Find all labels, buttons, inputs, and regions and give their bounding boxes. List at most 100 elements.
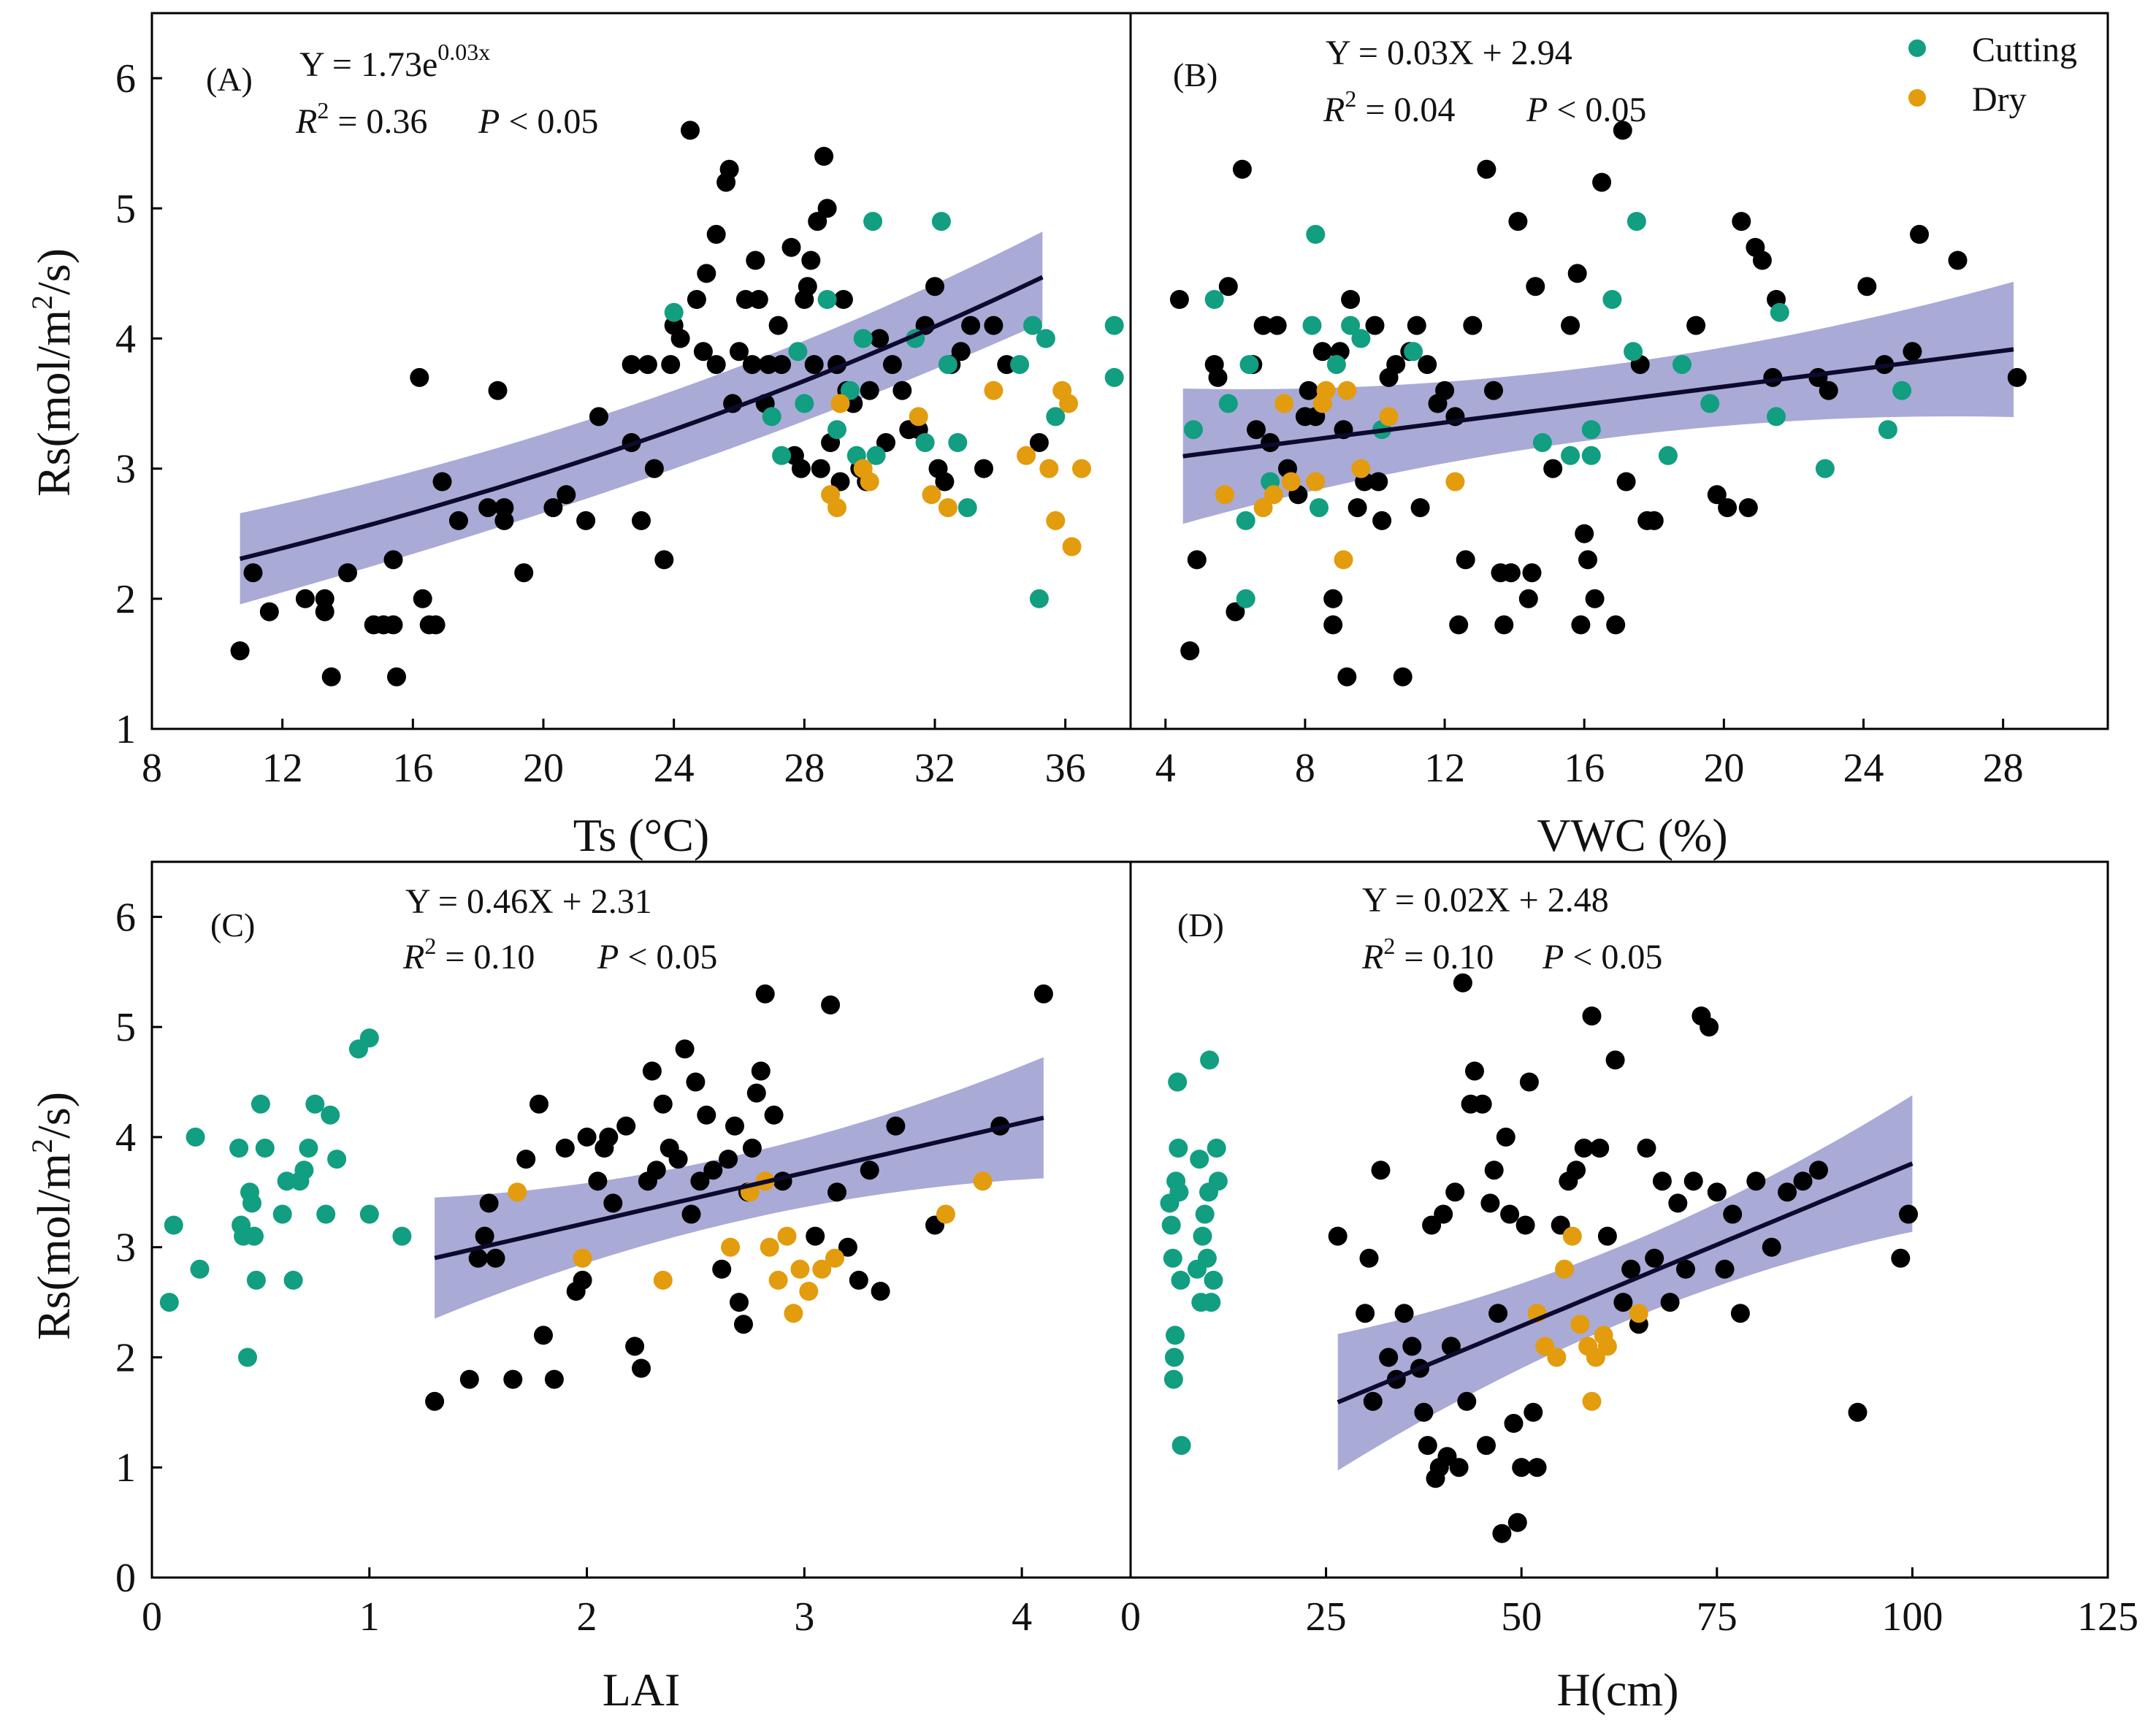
panel-c-point-black-43: [755, 984, 775, 1003]
panel-c-point-black-28: [675, 1039, 695, 1059]
panel-c-point-black-49: [838, 1237, 857, 1257]
panel-a-point-cutting-7: [840, 381, 860, 400]
panel-a-point-black-36: [670, 329, 690, 348]
panel-d-point-black-3: [1363, 1391, 1383, 1411]
panel-a-point-cutting-3: [788, 342, 808, 362]
panel-a-ytick-label-5: 6: [115, 56, 136, 102]
panel-c-equation: Y = 0.46X + 2.31: [405, 882, 652, 921]
panel-b-point-dry-10: [1351, 459, 1371, 478]
panel-a-point-black-52: [759, 355, 779, 375]
panel-d-marks: 0 25 50 75 100 125: [1120, 973, 2138, 1640]
panel-b-point-black-51: [1526, 277, 1545, 297]
panel-a-p: P < 0.05: [478, 102, 598, 141]
panel-a-point-cutting-13: [915, 433, 935, 452]
panel-a-point-black-18: [448, 511, 468, 530]
panel-a-xtick-label-0: 8: [142, 746, 162, 791]
panel-b-point-black-32: [1393, 667, 1413, 687]
panel-b-point-dry-1: [1253, 498, 1273, 518]
panel-a-point-dry-9: [1017, 446, 1036, 465]
panel-a-point-black-6: [315, 589, 335, 608]
panel-a-point-black-5: [321, 667, 341, 687]
panel-a-point-black-20: [488, 381, 508, 400]
panel-c-xtick-label-0: 0: [142, 1594, 162, 1640]
panel-a-point-black-30: [632, 511, 651, 530]
panel-c-ytick-label-0: 0: [115, 1556, 136, 1601]
panel-a-point-black-42: [706, 355, 726, 375]
panel-a-point-black-26: [576, 511, 596, 530]
panel-a-point-black-23: [514, 563, 534, 583]
panel-b-point-black-43: [1477, 159, 1496, 179]
panel-a-point-black-63: [811, 459, 830, 478]
panel-a-ytick-label-2: 3: [115, 447, 136, 492]
panel-c-point-black-52: [871, 1282, 890, 1301]
panel-a-point-black-87: [961, 316, 981, 335]
panel-c-point-black-27: [668, 1150, 688, 1169]
panel-c-ylabel: Rs(mol/m2/s): [26, 1092, 80, 1340]
panel-b-point-black-56: [1575, 524, 1594, 543]
panel-a-point-black-53: [768, 316, 788, 335]
panel-b-xtick-label-1: 8: [1295, 746, 1315, 791]
panel-c-point-black-37: [730, 1293, 749, 1312]
panel-a-point-black-47: [735, 290, 755, 309]
panel-a-point-black-7: [338, 563, 357, 583]
panel-d-point-black-42: [1574, 1139, 1594, 1158]
panel-d-point-black-1: [1356, 1304, 1375, 1323]
panel-a-point-cutting-23: [1104, 316, 1124, 335]
panel-d-point-black-32: [1504, 1413, 1524, 1433]
panel-b-point-black-67: [1707, 485, 1727, 505]
panel-b-point-black-57: [1578, 550, 1597, 570]
panel-a-point-black-0: [230, 641, 250, 661]
panel-a-point-dry-13: [1062, 537, 1082, 557]
panel-b-point-cutting-1: [1204, 290, 1224, 309]
panel-d-point-cutting-1: [1161, 1215, 1181, 1235]
panel-a-point-black-37: [681, 121, 700, 140]
panel-c-point-black-24: [646, 1161, 666, 1180]
panel-c-point-black-46: [806, 1226, 825, 1246]
panel-d-point-black-66: [1793, 1171, 1813, 1191]
panel-d-xtick-label-5: 125: [2077, 1594, 2138, 1640]
panel-d-point-black-31: [1500, 1204, 1520, 1224]
panel-a-point-dry-4: [860, 472, 879, 492]
panel-a-point-cutting-0: [664, 302, 684, 322]
panel-a-point-black-40: [697, 264, 716, 283]
panel-a-point-cutting-21: [1036, 329, 1055, 348]
panel-a-point-black-48: [742, 355, 762, 375]
panel-c-point-black-32: [697, 1105, 716, 1125]
panel-a-point-black-62: [808, 212, 827, 232]
panel-a-point-black-82: [925, 277, 944, 297]
panel-b-point-cutting-18: [1581, 420, 1601, 440]
panel-b-point-black-49: [1518, 589, 1538, 608]
panel-b-point-black-58: [1585, 589, 1605, 608]
panel-a-label: (A): [206, 61, 253, 98]
panel-c-point-cutting-12: [251, 1094, 270, 1114]
panel-d-point-black-28: [1488, 1304, 1508, 1323]
panel-d-point-black-50: [1637, 1139, 1656, 1158]
panel-a-confidence-band: [240, 232, 1043, 605]
panel-a-point-dry-8: [984, 381, 1004, 400]
panel-b-xtick-label-6: 28: [1983, 746, 2024, 791]
panel-b-point-black-60: [1606, 615, 1626, 635]
panel-c-point-black-44: [764, 1105, 784, 1125]
panel-b-point-black-18: [1312, 342, 1332, 362]
panel-a-point-cutting-14: [931, 212, 951, 232]
panel-d-point-black-61: [1723, 1204, 1743, 1224]
panel-b-point-cutting-12: [1351, 329, 1371, 348]
panel-a-point-black-84: [935, 472, 955, 492]
panel-a-point-black-16: [426, 615, 446, 635]
panel-b-point-cutting-17: [1581, 446, 1601, 465]
panel-d-point-black-24: [1472, 1094, 1492, 1114]
panel-b-point-black-19: [1323, 589, 1343, 608]
panel-c-point-black-42: [751, 1061, 771, 1081]
panel-c-point-black-18: [603, 1193, 623, 1213]
panel-b-point-cutting-4: [1236, 589, 1255, 608]
panel-b-point-cutting-15: [1532, 433, 1552, 452]
panel-a-point-black-21: [494, 511, 514, 530]
panel-b-point-black-46: [1494, 615, 1514, 635]
panel-b-label: (B): [1173, 56, 1217, 93]
panel-b-point-black-25: [1348, 498, 1367, 518]
panel-d-point-cutting-19: [1200, 1050, 1220, 1070]
panel-a-point-black-55: [781, 237, 801, 257]
panel-a-xtick-label-4: 24: [654, 746, 695, 791]
panel-d-point-black-46: [1605, 1050, 1625, 1070]
equation-exponent: 0.03x: [437, 39, 490, 65]
